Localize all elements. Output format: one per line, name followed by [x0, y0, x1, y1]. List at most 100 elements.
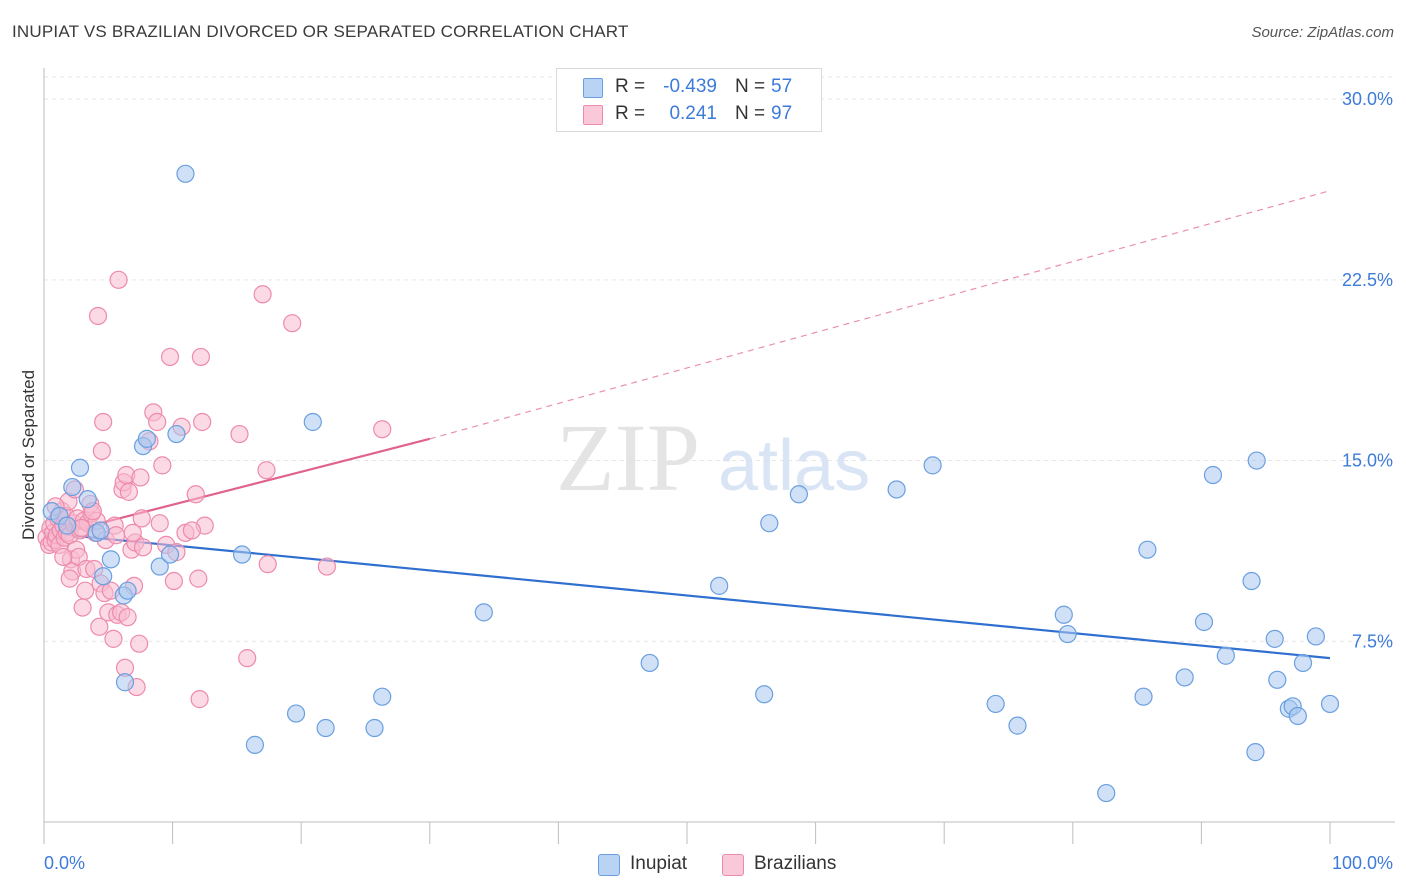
data-point-brazilians [258, 555, 277, 574]
data-point-brazilians [123, 523, 142, 542]
data-point-inupiat [1265, 629, 1284, 648]
data-point-inupiat [1175, 668, 1194, 687]
data-point-brazilians [60, 569, 79, 588]
data-point-brazilians [88, 306, 108, 326]
data-point-brazilians [373, 420, 392, 439]
data-point-inupiat [70, 458, 90, 477]
data-point-inupiat [286, 704, 306, 723]
data-point-brazilians [182, 521, 201, 540]
series-legend: Inupiat Brazilians [0, 852, 1406, 878]
data-point-inupiat [887, 480, 906, 499]
data-point-brazilians [119, 482, 138, 501]
y-tick-label: 7.5% [1352, 631, 1393, 651]
source-note: Source: ZipAtlas.com [1251, 24, 1394, 41]
data-point-brazilians [189, 569, 208, 588]
data-point-inupiat [118, 581, 137, 600]
legend-n-label: N = [735, 76, 766, 97]
data-point-brazilians [92, 441, 111, 461]
y-axis-label: Divorced or Separated [19, 370, 38, 540]
legend-n-value: 57 [771, 76, 793, 97]
data-point-inupiat [1058, 624, 1077, 644]
legend-label-brazilians: Brazilians [754, 853, 837, 874]
data-point-brazilians [193, 412, 212, 432]
data-point-inupiat [137, 429, 156, 448]
watermark: ZIP atlas [556, 404, 870, 511]
data-point-inupiat [1268, 670, 1287, 689]
data-point-inupiat [150, 557, 169, 576]
data-point-inupiat [1216, 646, 1235, 665]
data-point-inupiat [63, 477, 82, 497]
tick-labels: 7.5% 15.0% 22.5% 30.0% 0.0% 100.0% [44, 89, 1393, 873]
data-point-brazilians [54, 547, 73, 567]
data-point-inupiat [176, 164, 195, 183]
data-point-inupiat [115, 673, 135, 692]
data-point-brazilians [130, 634, 149, 653]
data-points [37, 164, 1340, 803]
data-point-inupiat [1293, 653, 1313, 673]
data-point-brazilians [94, 412, 113, 432]
data-point-inupiat [1138, 540, 1157, 559]
data-point-inupiat [365, 718, 384, 738]
x-tick-label: 100.0% [1332, 853, 1393, 873]
data-point-inupiat [316, 718, 335, 738]
correlation-legend: R = -0.439 N = 57 R = 0.241 N = 97 [556, 68, 822, 132]
data-point-inupiat [303, 412, 322, 432]
trend-extension-brazilians [429, 190, 1331, 440]
legend-n-value: 97 [771, 103, 793, 124]
y-tick-label: 22.5% [1342, 270, 1393, 290]
data-point-brazilians [150, 514, 169, 533]
data-point-inupiat [1194, 612, 1214, 632]
data-point-brazilians [283, 314, 302, 333]
data-point-brazilians [191, 347, 210, 367]
data-point-inupiat [58, 516, 77, 535]
data-point-inupiat [1134, 687, 1153, 706]
legend-swatch-brazilians [583, 105, 603, 125]
data-point-inupiat [1306, 627, 1325, 646]
data-point-brazilians [186, 485, 205, 504]
data-point-inupiat [167, 424, 186, 444]
data-point-inupiat [1054, 605, 1073, 624]
data-point-inupiat [755, 685, 774, 704]
legend-swatch-inupiat [598, 854, 620, 876]
data-point-inupiat [1246, 743, 1265, 762]
data-point-brazilians [133, 538, 153, 557]
data-point-inupiat [101, 550, 120, 569]
data-point-brazilians [160, 347, 180, 367]
data-point-brazilians [238, 649, 257, 668]
data-point-inupiat [91, 521, 110, 540]
data-point-inupiat [1247, 451, 1266, 470]
legend-r-value: -0.439 [663, 76, 717, 97]
trend-line-inupiat [43, 531, 1331, 660]
watermark-zip: ZIP [556, 404, 700, 511]
data-point-brazilians [317, 557, 337, 576]
legend-row-brazilians: R = 0.241 N = 97 [557, 101, 821, 127]
data-point-brazilians [132, 509, 151, 528]
data-point-inupiat [789, 485, 808, 504]
data-point-brazilians [90, 617, 109, 636]
data-point-inupiat [474, 603, 493, 622]
data-point-inupiat [760, 514, 779, 533]
data-point-brazilians [104, 629, 123, 648]
y-tick-label: 15.0% [1342, 451, 1393, 471]
data-point-brazilians [230, 424, 249, 444]
data-point-brazilians [118, 608, 137, 627]
data-point-inupiat [94, 567, 113, 586]
legend-r-label: R = [615, 76, 646, 97]
data-point-inupiat [1288, 706, 1307, 726]
legend-row-inupiat: R = -0.439 N = 57 [557, 74, 821, 100]
data-point-brazilians [190, 690, 209, 709]
data-point-inupiat [640, 653, 659, 673]
data-point-brazilians [164, 571, 183, 591]
legend-n-label: N = [735, 103, 766, 124]
data-point-brazilians [73, 598, 92, 617]
data-point-brazilians [257, 461, 276, 480]
data-point-brazilians [131, 468, 150, 487]
data-point-brazilians [148, 412, 167, 432]
data-point-inupiat [160, 545, 180, 564]
data-point-inupiat [78, 490, 97, 509]
data-point-inupiat [1320, 694, 1340, 714]
x-tick-label: 0.0% [44, 853, 85, 873]
data-point-inupiat [232, 545, 252, 564]
data-point-brazilians [106, 526, 126, 545]
